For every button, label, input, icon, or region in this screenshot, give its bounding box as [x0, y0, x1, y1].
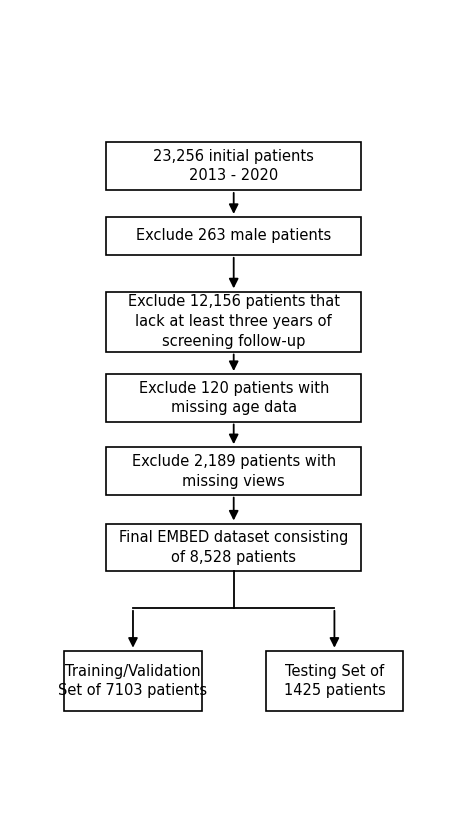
Bar: [265, 651, 403, 711]
Text: Testing Set of
1425 patients: Testing Set of 1425 patients: [283, 663, 384, 699]
Text: Final EMBED dataset consisting
of 8,528 patients: Final EMBED dataset consisting of 8,528 …: [119, 530, 348, 565]
Bar: [106, 142, 360, 190]
Bar: [64, 651, 202, 711]
Text: Exclude 12,156 patients that
lack at least three years of
screening follow-up: Exclude 12,156 patients that lack at lea…: [127, 294, 339, 349]
Text: Exclude 2,189 patients with
missing views: Exclude 2,189 patients with missing view…: [131, 453, 335, 489]
Text: 23,256 initial patients
2013 - 2020: 23,256 initial patients 2013 - 2020: [153, 149, 313, 183]
Text: Exclude 120 patients with
missing age data: Exclude 120 patients with missing age da…: [138, 381, 328, 415]
Text: Exclude 263 male patients: Exclude 263 male patients: [136, 228, 331, 244]
Bar: [106, 216, 360, 255]
Bar: [106, 524, 360, 572]
Bar: [106, 448, 360, 495]
Bar: [106, 374, 360, 422]
Text: Training/Validation
Set of 7103 patients: Training/Validation Set of 7103 patients: [58, 663, 207, 699]
Bar: [106, 292, 360, 352]
